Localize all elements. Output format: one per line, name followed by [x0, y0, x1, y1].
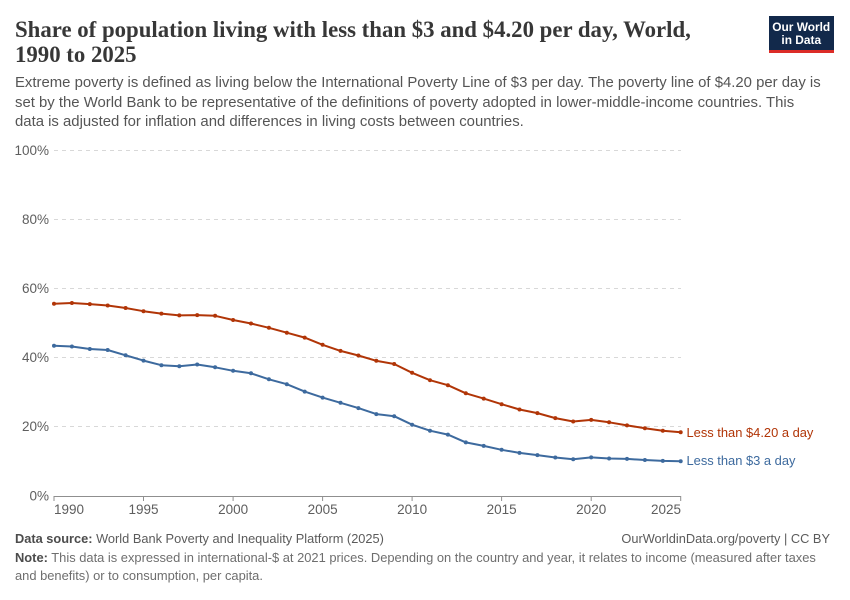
svg-text:2025: 2025: [651, 502, 681, 517]
svg-text:2000: 2000: [218, 502, 248, 517]
svg-text:0%: 0%: [29, 489, 49, 504]
svg-text:1995: 1995: [128, 502, 158, 517]
svg-text:100%: 100%: [14, 143, 49, 158]
svg-text:2015: 2015: [487, 502, 517, 517]
svg-text:Less than $4.20 a day: Less than $4.20 a day: [687, 425, 814, 440]
svg-text:80%: 80%: [22, 212, 49, 227]
svg-text:Less than $3 a day: Less than $3 a day: [687, 453, 796, 468]
svg-text:1990: 1990: [54, 502, 84, 517]
svg-text:2005: 2005: [308, 502, 338, 517]
svg-text:60%: 60%: [22, 281, 49, 296]
svg-text:40%: 40%: [22, 350, 49, 365]
svg-text:2020: 2020: [576, 502, 606, 517]
svg-text:2010: 2010: [397, 502, 427, 517]
svg-text:20%: 20%: [22, 419, 49, 434]
